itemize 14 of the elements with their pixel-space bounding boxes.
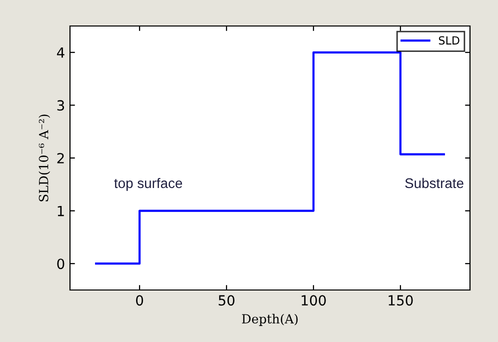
y-tick-label: 0	[57, 258, 64, 270]
y-tick-label: 2	[57, 152, 64, 164]
y-axis-title: SLD(10⁻⁶ A⁻²)	[38, 114, 50, 202]
legend-label: SLD	[438, 36, 460, 45]
y-tick-label: 1	[58, 206, 64, 216]
y-tick-label: 3	[57, 100, 64, 111]
annotation: Substrate	[405, 178, 464, 188]
x-tick-label: 50	[218, 295, 234, 306]
x-tick-label: 150	[388, 295, 413, 306]
y-tick-label: 4	[56, 48, 64, 58]
x-axis-title: Depth(A)	[242, 314, 298, 326]
x-tick-label: 0	[136, 295, 144, 306]
annotation: top surface	[114, 178, 182, 191]
x-tick-label: 100	[302, 295, 326, 306]
